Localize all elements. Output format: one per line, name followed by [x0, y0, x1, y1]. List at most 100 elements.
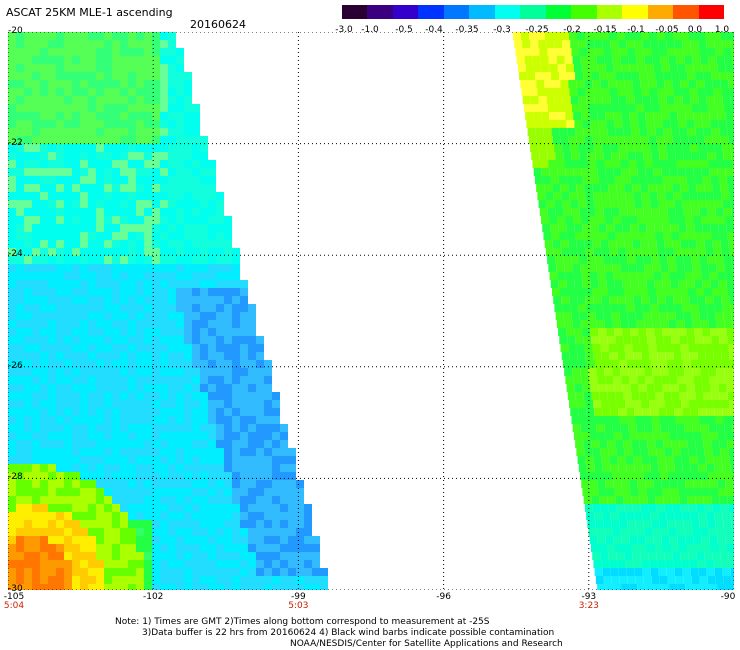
right-swath-cell	[638, 488, 647, 496]
right-swath-cell	[662, 384, 671, 392]
right-swath-cell	[626, 200, 635, 208]
right-swath-cell	[733, 584, 734, 590]
right-swath-cell	[572, 160, 581, 168]
right-swath-cell	[654, 488, 663, 496]
right-swath-cell	[674, 512, 683, 520]
left-swath-cell	[232, 312, 240, 320]
right-swath-cell	[619, 520, 628, 528]
right-swath-cell	[540, 160, 549, 168]
right-swath-cell	[643, 576, 652, 584]
left-swath-cell	[8, 176, 16, 184]
left-swath-cell	[16, 536, 24, 544]
left-swath-cell	[40, 496, 48, 504]
right-swath-cell	[668, 472, 677, 480]
left-swath-cell	[136, 416, 144, 424]
right-swath-cell	[682, 304, 691, 312]
left-swath-cell	[56, 536, 64, 544]
right-swath-cell	[585, 352, 594, 360]
right-swath-cell	[527, 128, 536, 136]
right-swath-cell	[586, 144, 595, 152]
right-swath-cell	[698, 360, 707, 368]
left-swath-cell	[144, 88, 152, 96]
left-swath-cell	[160, 360, 168, 368]
left-swath-cell	[32, 336, 40, 344]
left-swath-cell	[224, 456, 232, 464]
left-swath-cell	[56, 104, 64, 112]
right-swath-cell	[690, 360, 699, 368]
right-swath-cell	[535, 128, 544, 136]
left-swath-cell	[48, 144, 56, 152]
right-swath-cell	[636, 424, 645, 432]
left-swath-cell	[80, 432, 88, 440]
left-swath-cell	[136, 584, 144, 590]
left-swath-cell	[152, 344, 160, 352]
left-swath-cell	[64, 520, 72, 528]
left-swath-cell	[48, 296, 56, 304]
left-swath-cell	[120, 360, 128, 368]
left-swath-cell	[96, 360, 104, 368]
left-swath-cell	[192, 216, 200, 224]
right-swath-cell	[635, 208, 644, 216]
left-swath-cell	[264, 520, 272, 528]
right-swath-cell	[581, 272, 590, 280]
right-swath-cell	[636, 160, 645, 168]
right-swath-cell	[728, 184, 734, 192]
left-swath-cell	[136, 448, 144, 456]
right-swath-cell	[655, 232, 664, 240]
left-swath-cell	[96, 200, 104, 208]
right-swath-cell	[658, 360, 667, 368]
right-swath-cell	[722, 512, 731, 520]
right-swath-cell	[640, 184, 649, 192]
left-swath-cell	[248, 312, 256, 320]
left-swath-cell	[16, 544, 24, 552]
left-swath-cell	[32, 40, 40, 48]
right-swath-cell	[592, 80, 601, 88]
right-swath-cell	[681, 560, 690, 568]
left-swath-cell	[24, 544, 32, 552]
right-swath-cell	[586, 40, 595, 48]
right-swath-cell	[571, 48, 580, 56]
left-swath-cell	[8, 360, 16, 368]
left-swath-cell	[152, 568, 160, 576]
right-swath-cell	[627, 520, 636, 528]
right-swath-cell	[632, 344, 641, 352]
right-swath-cell	[570, 304, 579, 312]
right-swath-cell	[676, 424, 685, 432]
left-swath-cell	[144, 472, 152, 480]
left-swath-cell	[248, 384, 256, 392]
left-swath-cell	[48, 160, 56, 168]
left-swath-cell	[96, 72, 104, 80]
right-swath-cell	[690, 568, 699, 576]
left-swath-cell	[56, 120, 64, 128]
left-swath-cell	[72, 144, 80, 152]
right-swath-cell	[614, 384, 623, 392]
left-swath-cell	[120, 400, 128, 408]
left-swath-cell	[184, 512, 192, 520]
right-swath-cell	[597, 584, 606, 590]
right-swath-cell	[621, 272, 630, 280]
right-swath-cell	[536, 184, 545, 192]
left-swath-cell	[72, 192, 80, 200]
left-swath-cell	[80, 248, 88, 256]
left-swath-cell	[8, 200, 16, 208]
right-swath-cell	[570, 40, 579, 48]
right-swath-cell	[641, 88, 650, 96]
right-swath-cell	[698, 512, 707, 520]
left-swath-cell	[200, 504, 208, 512]
right-swath-cell	[580, 160, 589, 168]
left-swath-cell	[128, 152, 136, 160]
right-swath-cell	[578, 464, 587, 472]
left-swath-cell	[128, 448, 136, 456]
right-swath-cell	[576, 80, 585, 88]
right-swath-cell	[687, 440, 696, 448]
left-swath-cell	[200, 288, 208, 296]
left-swath-cell	[88, 304, 96, 312]
left-swath-cell	[176, 288, 184, 296]
left-swath-cell	[96, 552, 104, 560]
left-swath-cell	[184, 280, 192, 288]
right-swath-cell	[650, 144, 659, 152]
right-swath-cell	[685, 216, 694, 224]
left-swath-cell	[112, 96, 120, 104]
left-swath-cell	[168, 216, 176, 224]
right-swath-cell	[731, 312, 734, 320]
